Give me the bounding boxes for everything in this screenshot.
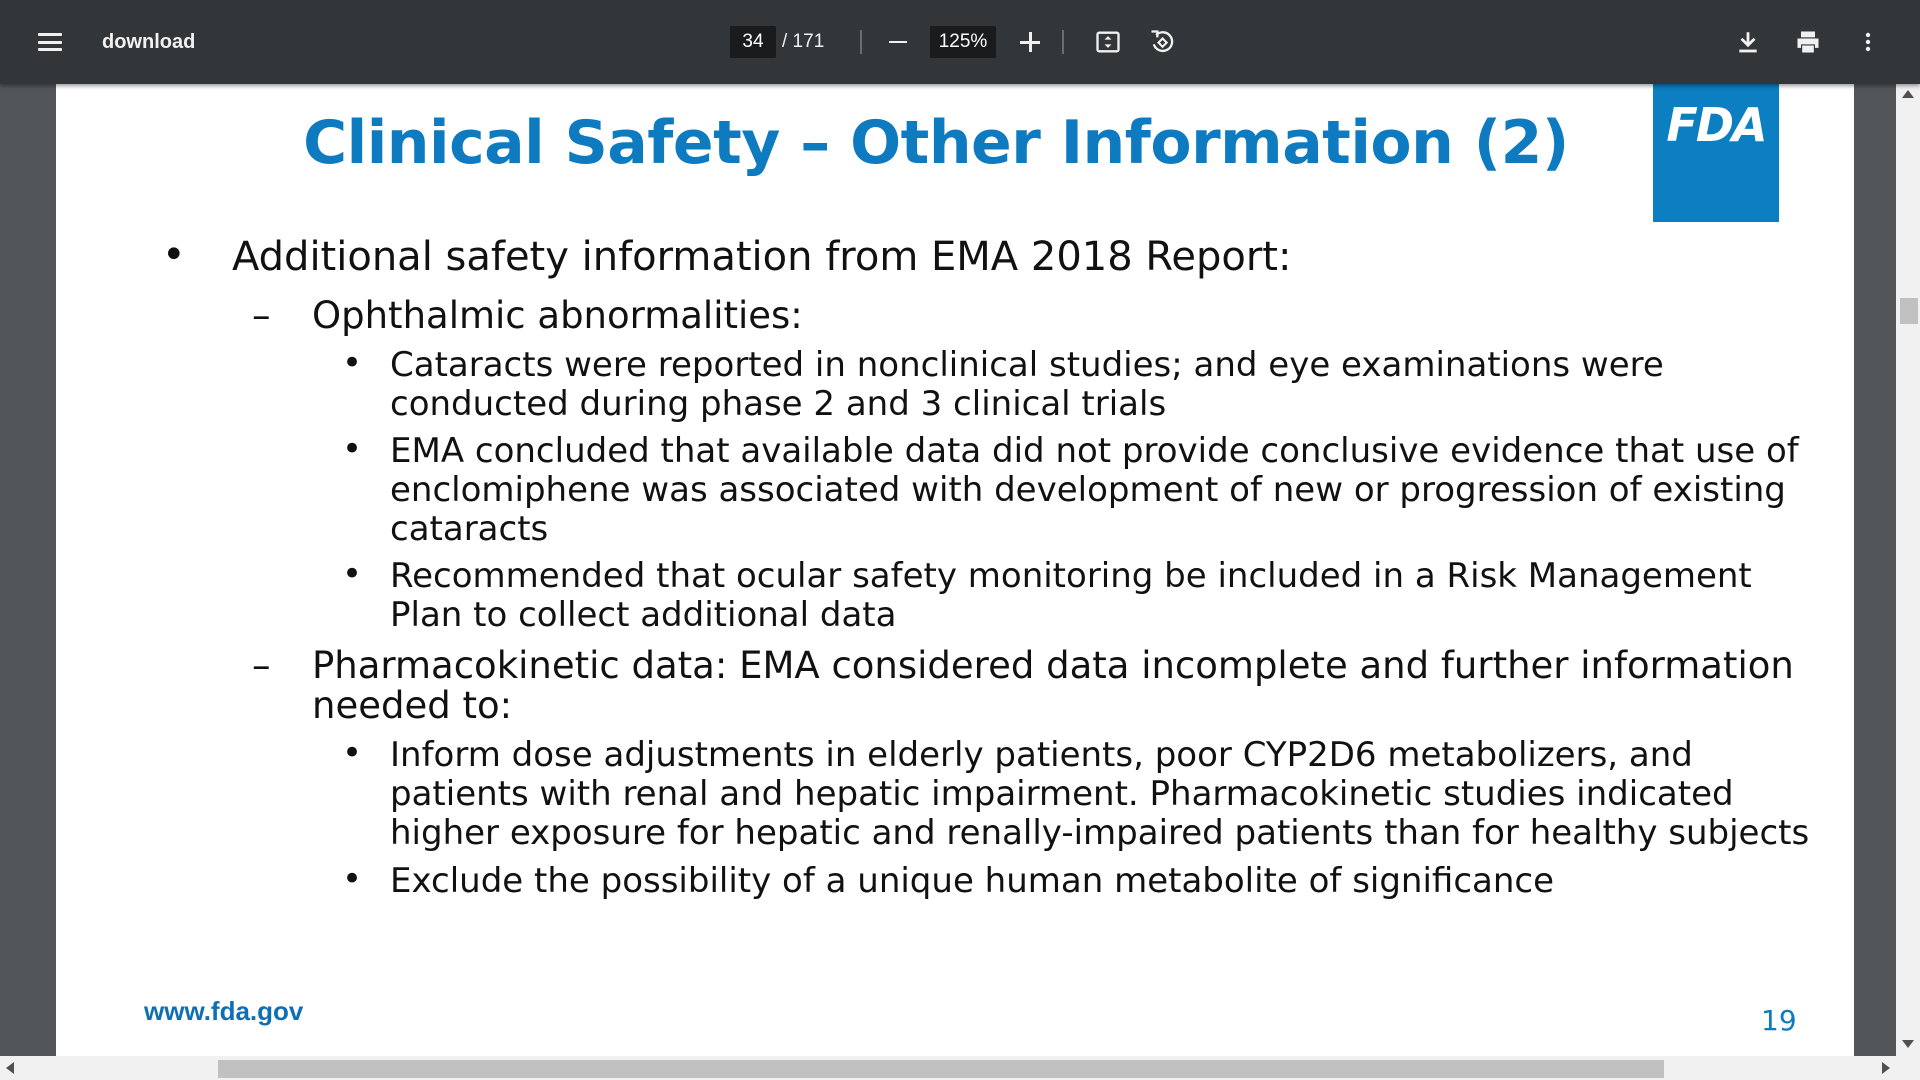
zoom-out-button[interactable] xyxy=(878,22,918,62)
download-icon xyxy=(1739,32,1757,53)
toolbar-divider xyxy=(1062,30,1064,54)
horizontal-scroll-thumb[interactable] xyxy=(218,1060,1664,1078)
horizontal-scrollbar[interactable] xyxy=(0,1056,1920,1080)
scroll-up-arrow-icon[interactable] xyxy=(1902,90,1914,98)
sub-bullet-marker: • xyxy=(342,733,363,773)
slide-page-number: 19 xyxy=(1761,1004,1797,1037)
sub-bullet-marker: • xyxy=(342,859,363,899)
sub-bullet-line: Cataracts were reported in nonclinical s… xyxy=(390,345,1664,385)
more-options-button[interactable] xyxy=(1848,22,1888,62)
sub-bullet-line: cataracts xyxy=(390,509,549,549)
sub-heading: Ophthalmic abnormalities: xyxy=(312,294,803,337)
sub-heading: Pharmacokinetic data: EMA considered dat… xyxy=(312,644,1794,687)
hamburger-menu-icon xyxy=(38,33,62,51)
sub-bullet-line: Exclude the possibility of a unique huma… xyxy=(390,861,1555,901)
sub-bullet-line: Recommended that ocular safety monitorin… xyxy=(390,556,1752,596)
download-button[interactable] xyxy=(1728,22,1768,62)
menu-button[interactable] xyxy=(30,22,70,62)
sub-bullet-marker: • xyxy=(342,343,363,383)
scroll-right-arrow-icon[interactable] xyxy=(1882,1062,1890,1074)
vertical-scroll-thumb[interactable] xyxy=(1900,298,1918,324)
fit-to-page-icon xyxy=(1096,31,1120,53)
plus-icon xyxy=(1020,32,1040,52)
sub-bullet-marker: • xyxy=(342,429,363,469)
dash-marker: – xyxy=(252,294,271,337)
sub-bullet-line: Inform dose adjustments in elderly patie… xyxy=(390,735,1693,775)
zoom-level-input[interactable] xyxy=(930,26,996,58)
slide-title: Clinical Safety – Other Information (2) xyxy=(303,108,1569,178)
minus-icon xyxy=(889,40,907,44)
sub-bullet-line: patients with renal and hepatic impairme… xyxy=(390,774,1734,814)
footer-url: www.fda.gov xyxy=(144,996,304,1026)
print-icon xyxy=(1797,31,1819,53)
zoom-in-button[interactable] xyxy=(1010,22,1050,62)
pdf-toolbar: download / 171 xyxy=(0,0,1920,84)
vertical-scrollbar[interactable] xyxy=(1896,84,1920,1056)
fit-to-page-button[interactable] xyxy=(1088,22,1128,62)
sub-bullet-line: Plan to collect additional data xyxy=(390,595,897,635)
toolbar-divider xyxy=(860,30,862,54)
dash-marker: – xyxy=(252,644,271,687)
sub-bullet-line: EMA concluded that available data did no… xyxy=(390,431,1799,471)
pdf-page: Clinical Safety – Other Information (2) … xyxy=(56,84,1854,1056)
sub-bullet-line: enclomiphene was associated with develop… xyxy=(390,470,1786,510)
sub-bullet-marker: • xyxy=(342,554,363,594)
document-title: download xyxy=(102,30,196,53)
page-number-input[interactable] xyxy=(730,26,776,58)
bullet-text: Additional safety information from EMA 2… xyxy=(232,234,1292,280)
rotate-icon xyxy=(1151,30,1174,53)
fda-logo-text: FDA xyxy=(1666,98,1767,152)
fda-logo: FDA xyxy=(1653,84,1779,222)
bullet-marker: • xyxy=(162,232,186,278)
sub-bullet-line: higher exposure for hepatic and renally-… xyxy=(390,813,1810,853)
page-total: / 171 xyxy=(782,31,825,52)
more-vertical-icon xyxy=(1865,32,1871,52)
scroll-down-arrow-icon[interactable] xyxy=(1902,1040,1914,1048)
sub-heading: needed to: xyxy=(312,684,513,727)
rotate-button[interactable] xyxy=(1142,22,1182,62)
print-button[interactable] xyxy=(1788,22,1828,62)
scroll-left-arrow-icon[interactable] xyxy=(6,1062,14,1074)
sub-bullet-line: conducted during phase 2 and 3 clinical … xyxy=(390,384,1167,424)
